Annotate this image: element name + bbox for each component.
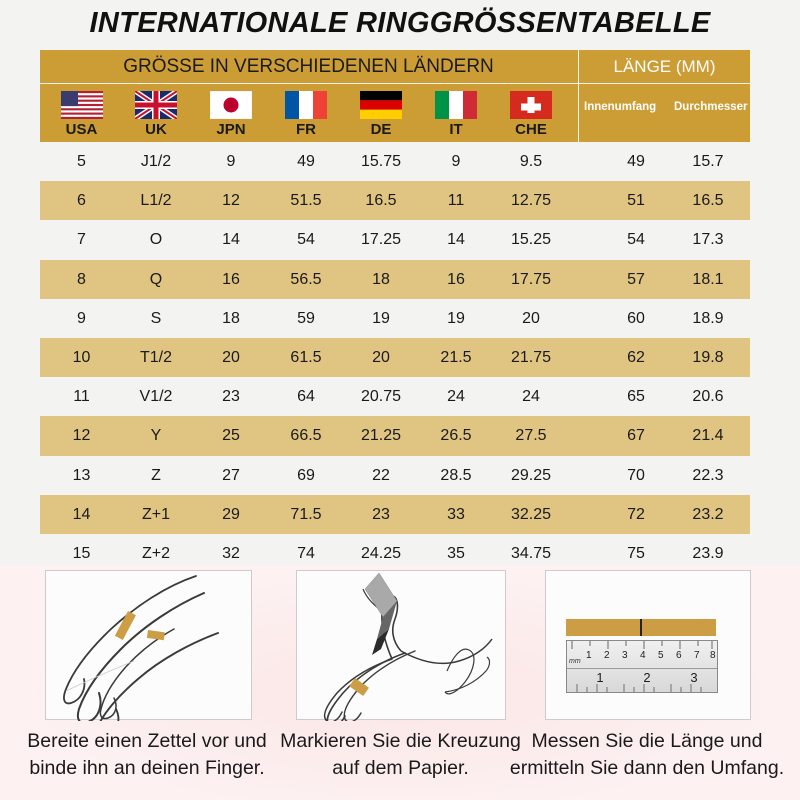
svg-text:mm: mm (569, 658, 581, 665)
svg-text:4: 4 (640, 650, 646, 661)
svg-text:2: 2 (643, 670, 650, 685)
svg-text:5: 5 (658, 650, 664, 661)
svg-text:3: 3 (622, 650, 628, 661)
svg-text:2: 2 (604, 650, 610, 661)
svg-text:8: 8 (710, 650, 716, 661)
svg-text:1: 1 (596, 670, 603, 685)
svg-text:1: 1 (586, 650, 592, 661)
svg-text:3: 3 (690, 670, 697, 685)
svg-text:7: 7 (694, 650, 700, 661)
svg-text:6: 6 (676, 650, 682, 661)
